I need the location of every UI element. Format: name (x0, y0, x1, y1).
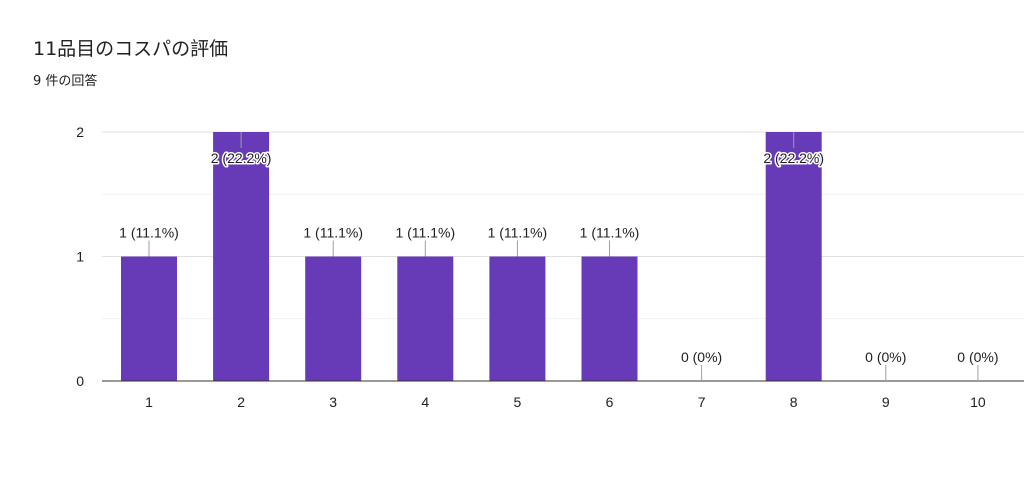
x-tick-label: 9 (882, 394, 890, 410)
x-tick-label: 5 (514, 394, 522, 410)
bar-2 (213, 132, 270, 381)
response-count: 9 件の回答 (33, 74, 98, 89)
bar-3 (305, 256, 362, 381)
data-label: 2 (22.2%) (211, 150, 272, 166)
data-label: 1 (11.1%) (580, 225, 640, 241)
data-label: 0 (0%) (865, 349, 906, 365)
x-tick-label: 8 (790, 394, 798, 410)
x-tick-label: 10 (970, 394, 986, 410)
data-label: 1 (11.1%) (303, 225, 363, 241)
y-tick-label: 2 (76, 124, 84, 140)
x-tick-label: 7 (698, 394, 706, 410)
x-tick-label: 1 (145, 394, 153, 410)
data-label: 1 (11.1%) (395, 225, 455, 241)
data-label: 2 (22.2%) (763, 150, 824, 166)
x-tick-label: 6 (606, 394, 614, 410)
data-label: 1 (11.1%) (119, 225, 179, 241)
chart-title: 11品目のコスパの評価 (33, 38, 229, 60)
bar-1 (121, 256, 177, 381)
bar-4 (397, 256, 454, 381)
bar-6 (581, 256, 638, 381)
data-label: 0 (0%) (957, 349, 998, 365)
bar-8 (765, 132, 822, 381)
y-tick-label: 1 (76, 249, 84, 265)
x-tick-label: 2 (237, 394, 245, 410)
x-tick-label: 4 (421, 394, 429, 410)
data-label: 1 (11.1%) (488, 225, 548, 241)
y-tick-label: 0 (76, 373, 84, 389)
data-label: 0 (0%) (681, 349, 722, 365)
bar-5 (489, 256, 546, 381)
x-tick-label: 3 (329, 394, 337, 410)
